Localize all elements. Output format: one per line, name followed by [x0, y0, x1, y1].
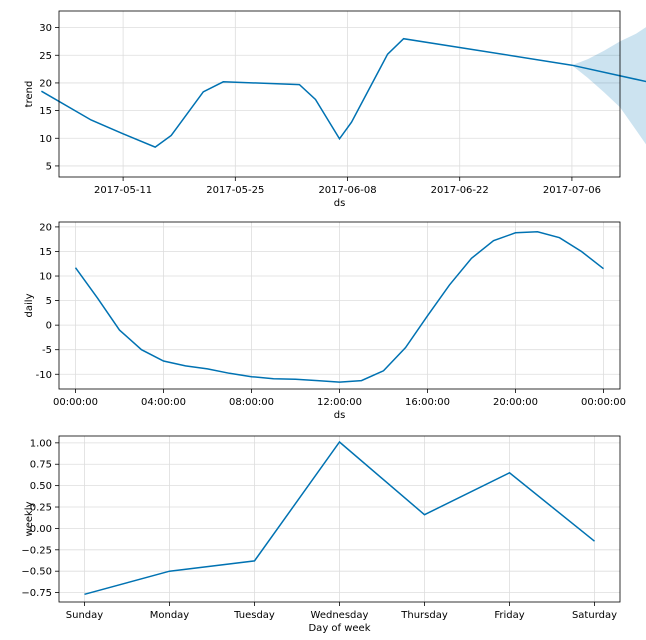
daily-y-tick-label: 0 [46, 321, 52, 332]
trend-y-tick-label: 5 [46, 161, 52, 172]
daily-x-tick-label: 20:00:00 [493, 397, 538, 408]
weekly-x-tick-label: Wednesday [311, 610, 369, 621]
trend-series-line [41, 37, 646, 148]
trend-y-tick-label: 10 [39, 134, 52, 145]
daily-x-tick-label: 16:00:00 [405, 397, 450, 408]
weekly-x-tick-label: Saturday [572, 610, 617, 621]
weekly-x-tick-label: Tuesday [233, 610, 275, 621]
weekly-x-tick-label: Sunday [66, 610, 103, 621]
chart-trend: 2017-05-11 2017-05-25 2017-06-08 2017-06-22… [24, 10, 646, 209]
weekly-plot-frame [58, 435, 621, 603]
trend-x-tick-label: 2017-06-08 [318, 185, 376, 196]
daily-x-tick-label: 12:00:00 [317, 397, 362, 408]
trend-x-tick-label: 2017-07-06 [543, 185, 601, 196]
daily-y-tick-label: -5 [42, 345, 52, 356]
weekly-x-tick-label: Monday [150, 610, 190, 621]
trend-x-axis-label: ds [334, 198, 346, 209]
daily-x-tick-label: 00:00:00 [53, 397, 98, 408]
daily-x-tick-label: 04:00:00 [141, 397, 186, 408]
daily-series-line [74, 231, 604, 383]
weekly-x-axis-label: Day of week [308, 623, 370, 634]
daily-y-tick-label: 5 [46, 296, 52, 307]
chart-daily: 00:00:00 04:00:00 08:00:00 12:00:00 16:00:00… [24, 221, 626, 421]
weekly-y-tick-label: 1.00 [30, 438, 52, 449]
weekly-series-line [84, 440, 595, 596]
weekly-y-tick-label: 0.75 [30, 460, 52, 471]
daily-x-tick-label: 08:00:00 [229, 397, 274, 408]
trend-y-tick-label: 30 [39, 23, 52, 34]
weekly-y-tick-label: −0.50 [21, 567, 52, 578]
daily-y-tick-label: 10 [39, 272, 52, 283]
trend-x-tick-label: 2017-05-25 [206, 185, 264, 196]
daily-y-tick-label: -10 [36, 370, 52, 381]
daily-y-tick-label: 15 [39, 247, 52, 258]
daily-plot-frame [58, 221, 621, 390]
chart-weekly: Sunday Monday Tuesday Wednesday Thursday Frid… [21, 435, 621, 634]
weekly-x-tick-label: Friday [494, 610, 524, 621]
trend-y-tick-label: 20 [39, 78, 52, 89]
weekly-y-tick-label: 0.00 [30, 524, 52, 535]
daily-x-tick-label: 00:00:00 [581, 397, 626, 408]
trend-x-tick-label: 2017-05-11 [94, 185, 152, 196]
weekly-y-tick-label: −0.75 [21, 588, 52, 599]
weekly-y-axis-label: weekly [24, 501, 35, 536]
trend-x-tick-label: 2017-06-22 [431, 185, 489, 196]
daily-y-tick-label: 20 [39, 222, 52, 233]
trend-plot-frame [58, 10, 621, 178]
weekly-y-tick-label: 0.25 [30, 503, 52, 514]
daily-x-axis-label: ds [334, 410, 346, 421]
daily-y-axis-label: daily [24, 293, 35, 317]
trend-y-tick-label: 15 [39, 106, 52, 117]
weekly-y-tick-label: 0.50 [30, 481, 52, 492]
trend-y-tick-label: 25 [39, 51, 52, 62]
trend-y-axis-label: trend [24, 81, 35, 108]
weekly-y-tick-label: −0.25 [21, 545, 52, 556]
trend-uncertainty-band [571, 27, 646, 145]
weekly-x-tick-label: Thursday [400, 610, 448, 621]
